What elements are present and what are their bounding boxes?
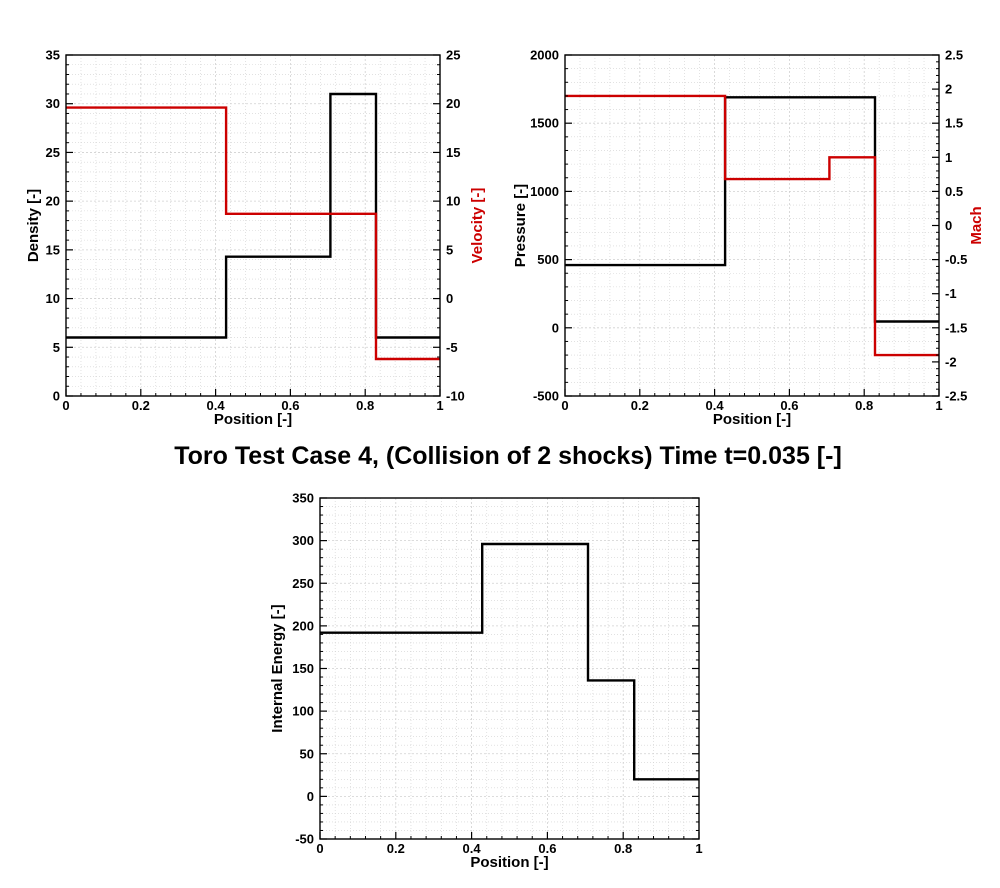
y-tick-label: -50 — [295, 832, 314, 847]
y2-tick-label: -2 — [945, 354, 957, 369]
y2-tick-label: 0 — [446, 291, 453, 306]
y-tick-label: 350 — [292, 491, 314, 506]
y-tick-label: 25 — [46, 145, 60, 160]
y2-tick-label: 20 — [446, 96, 460, 111]
internal-energy-panel: 0 0.2 0.4 0.6 0.8 1-50050100150200250300350Po… — [269, 491, 703, 872]
y-tick-label: 1500 — [530, 116, 559, 131]
plot-frame — [65, 54, 441, 397]
series-line-right-axis — [66, 106, 440, 361]
y2-tick-label: 2 — [945, 82, 952, 97]
y-tick-label: 15 — [46, 242, 60, 257]
x-tick-label: 0.4 — [207, 398, 226, 413]
y-tick-label: 250 — [292, 576, 314, 591]
x-tick-label: 0 — [316, 841, 323, 856]
y-axis-label: Pressure [-] — [512, 184, 529, 267]
y-tick-label: 1000 — [530, 184, 559, 199]
y-tick-label: -500 — [533, 389, 559, 404]
x-tick-label: 0.8 — [855, 398, 873, 413]
y-tick-label: 200 — [292, 618, 314, 633]
y2-tick-label: 1 — [945, 150, 952, 165]
x-tick-label: 0.6 — [538, 841, 556, 856]
x-axis-label: Position [-] — [713, 411, 791, 428]
plot-frame — [564, 54, 940, 397]
y-tick-label: 0 — [53, 389, 60, 404]
pressure-mach-panel: 0 0.2 0.4 0.6 0.8 1-5000500100015002000-2.5-2… — [512, 48, 985, 429]
y-tick-label: 500 — [537, 252, 559, 267]
grid — [65, 54, 441, 397]
x-tick-label: 1 — [695, 841, 702, 856]
y-tick-label: 10 — [46, 291, 60, 306]
x-tick-label: 1 — [935, 398, 942, 413]
series-line-left-axis — [320, 542, 699, 781]
x-tick-label: 0.8 — [356, 398, 374, 413]
x-tick-label: 0 — [62, 398, 69, 413]
y2-axis-label: Velocity [-] — [469, 188, 486, 264]
x-tick-label: 0.6 — [780, 398, 798, 413]
y2-tick-label: 1.5 — [945, 116, 963, 131]
x-axis-label: Position [-] — [470, 854, 548, 871]
y2-tick-label: 5 — [446, 242, 453, 257]
y2-tick-label: -5 — [446, 340, 458, 355]
y-tick-label: 20 — [46, 194, 60, 209]
density-velocity-panel: 0 0.2 0.4 0.6 0.8 105101520253035-10-50510152… — [25, 48, 486, 429]
x-tick-label: 0 — [561, 398, 568, 413]
y-tick-label: 50 — [300, 746, 314, 761]
y2-tick-label: -0.5 — [945, 252, 967, 267]
y-tick-label: 35 — [46, 48, 60, 63]
series-line-right-axis — [565, 94, 939, 357]
y-axis-label: Internal Energy [-] — [269, 604, 286, 732]
y2-tick-label: 10 — [446, 194, 460, 209]
x-tick-label: 0.2 — [387, 841, 405, 856]
y-tick-label: 5 — [53, 340, 60, 355]
x-tick-label: 0.8 — [614, 841, 632, 856]
x-axis-label: Position [-] — [214, 411, 292, 428]
grid — [319, 497, 700, 840]
y-tick-label: 150 — [292, 661, 314, 676]
y-tick-label: 0 — [552, 320, 559, 335]
y2-tick-label: -2.5 — [945, 389, 967, 404]
figure-title: Toro Test Case 4, (Collision of 2 shocks… — [174, 442, 842, 470]
y-tick-label: 100 — [292, 704, 314, 719]
x-tick-label: 0.4 — [463, 841, 482, 856]
y-tick-label: 0 — [307, 789, 314, 804]
y2-tick-label: 15 — [446, 145, 460, 160]
y-tick-label: 30 — [46, 96, 60, 111]
y2-tick-label: -1 — [945, 286, 957, 301]
x-tick-label: 1 — [436, 398, 443, 413]
y2-axis-label: Mach — [968, 206, 985, 244]
x-tick-label: 0.4 — [706, 398, 725, 413]
y2-tick-label: -1.5 — [945, 320, 967, 335]
y-axis-label: Density [-] — [25, 189, 42, 262]
y2-tick-label: -10 — [446, 389, 465, 404]
x-tick-label: 0.2 — [132, 398, 150, 413]
y2-tick-label: 0.5 — [945, 184, 963, 199]
x-tick-label: 0.2 — [631, 398, 649, 413]
y2-tick-label: 2.5 — [945, 48, 963, 63]
y-tick-label: 2000 — [530, 48, 559, 63]
grid — [564, 54, 940, 397]
y2-tick-label: 25 — [446, 48, 460, 63]
y2-tick-label: 0 — [945, 218, 952, 233]
series-line-left-axis — [565, 96, 939, 323]
series-line-left-axis — [66, 92, 440, 339]
x-tick-label: 0.6 — [281, 398, 299, 413]
y-tick-label: 300 — [292, 533, 314, 548]
